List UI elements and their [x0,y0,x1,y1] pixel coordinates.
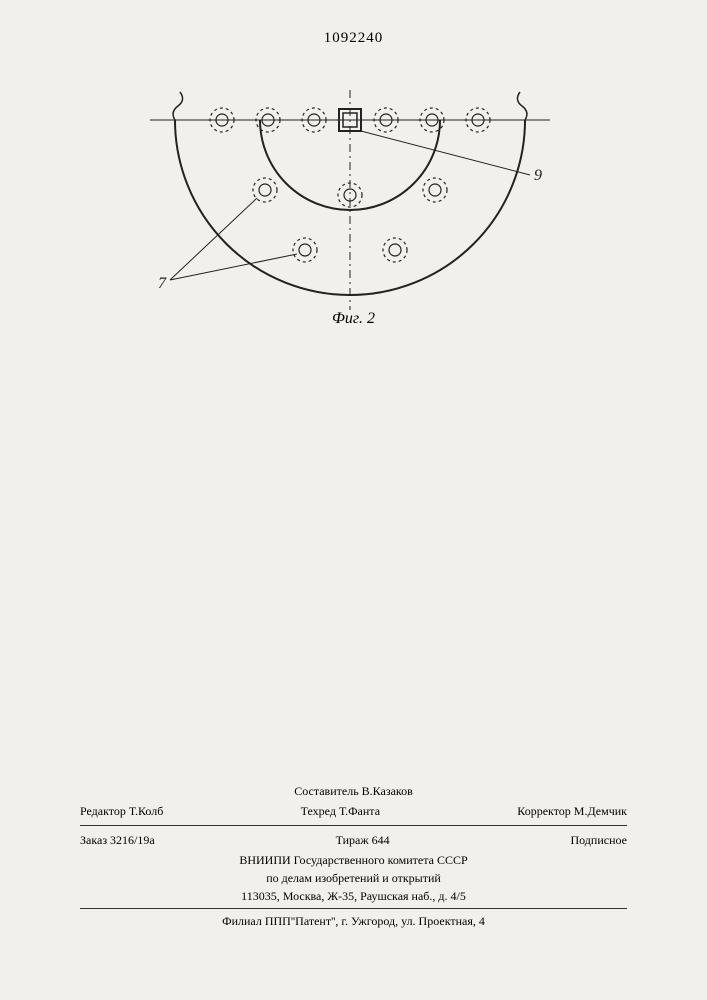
figure-caption: Фиг. 2 [0,310,707,328]
techred: Техред Т.Фанта [301,802,380,820]
order: Заказ 3216/19а [80,831,155,849]
corrector: Корректор М.Демчик [517,802,627,820]
org-line-2: по делам изобретений и открытий [80,869,627,887]
svg-text:9: 9 [534,167,542,184]
footer-block: Составитель В.Казаков Редактор Т.Колб Те… [80,782,627,930]
org-line-1: ВНИИПИ Государственного комитета СССР [80,851,627,869]
svg-text:7: 7 [158,275,167,292]
subscription: Подписное [570,831,627,849]
compiler-line: Составитель В.Казаков [80,782,627,800]
editor: Редактор Т.Колб [80,802,163,820]
tirazh: Тираж 644 [336,831,390,849]
figure-2: 79 [150,80,550,340]
address: 113035, Москва, Ж-35, Раушская наб., д. … [80,887,627,905]
filial: Филиал ППП''Патент'', г. Ужгород, ул. Пр… [80,912,627,930]
document-number: 1092240 [0,30,707,47]
figure-svg: 79 [150,80,550,340]
